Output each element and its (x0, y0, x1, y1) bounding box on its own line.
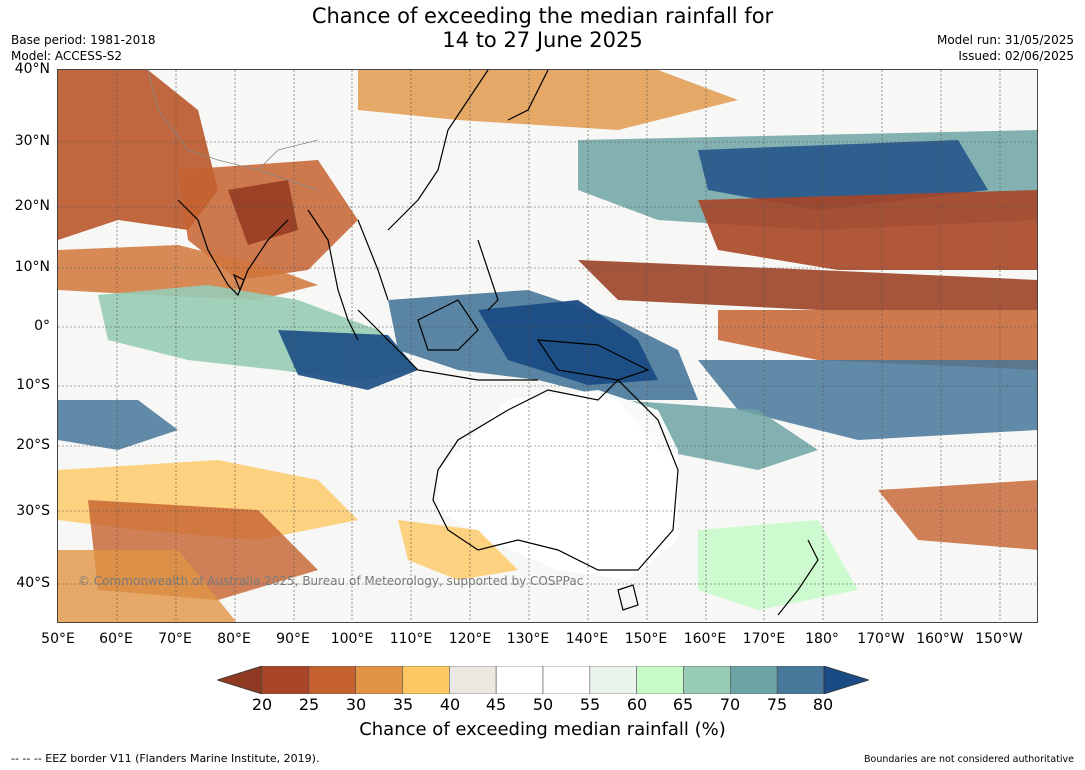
lat-label-20n: 20°N (14, 198, 50, 214)
title-line-1: Chance of exceeding the median rainfall … (311, 4, 774, 28)
colorbar-segment (449, 666, 497, 694)
colorbar-label: Chance of exceeding median rainfall (%) (359, 719, 726, 740)
colorbar-low-arrow (217, 666, 263, 694)
lon-label-50e: 50°E (41, 631, 75, 647)
issued-date: Issued: 02/06/2025 (958, 49, 1074, 63)
colorbar-tick: 45 (485, 695, 507, 714)
colorbar-segment (589, 666, 637, 694)
lon-label-130e: 130°E (506, 631, 550, 647)
base-period: Base period: 1981-2018 (11, 33, 156, 47)
lon-label-180: 180° (805, 631, 839, 647)
colorbar-segment (730, 666, 778, 694)
lat-label-20s: 20°S (16, 437, 50, 453)
colorbar-tick: 35 (392, 695, 414, 714)
model-name: Model: ACCESS-S2 (11, 49, 123, 63)
colorbar (217, 666, 869, 694)
colorbar-tick: 25 (298, 695, 320, 714)
colorbar-tick: 40 (439, 695, 461, 714)
lon-label-160e: 160°E (683, 631, 727, 647)
lat-label-30s: 30°S (16, 503, 50, 519)
colorbar-tick: 80 (812, 695, 834, 714)
chart-title: Chance of exceeding the median rainfall … (0, 4, 1085, 52)
colorbar-segment (636, 666, 684, 694)
colorbar-segment (261, 666, 310, 694)
colorbar-segment (402, 666, 450, 694)
lon-label-150w: 150°W (975, 631, 1023, 647)
colorbar-tick: 20 (251, 695, 273, 714)
model-run: Model run: 31/05/2025 (936, 33, 1074, 47)
colorbar-tick: 55 (579, 695, 601, 714)
colorbar-segment (542, 666, 591, 694)
title-line-2: 14 to 27 June 2025 (442, 28, 643, 52)
lon-label-170w: 170°W (857, 631, 905, 647)
colorbar-segment (495, 666, 544, 694)
colorbar-tick: 50 (532, 695, 554, 714)
colorbar-segment (683, 666, 731, 694)
map-svg (58, 70, 1037, 622)
lon-label-70e: 70°E (158, 631, 192, 647)
graticule (58, 70, 1037, 622)
lon-label-100e: 100°E (330, 631, 374, 647)
rainfall-map (57, 69, 1038, 623)
meta-left: Base period: 1981-2018 Model: ACCESS-S2 (11, 32, 156, 64)
lat-label-10n: 10°N (14, 259, 50, 275)
lon-label-140e: 140°E (565, 631, 609, 647)
lat-label-0: 0° (34, 318, 50, 334)
copyright-notice: © Commonwealth of Australia 2025, Bureau… (78, 574, 584, 588)
colorbar-tick: 30 (345, 695, 367, 714)
lon-label-60e: 60°E (99, 631, 133, 647)
meta-right: Model run: 31/05/2025 Issued: 02/06/2025 (937, 32, 1074, 64)
lon-label-150e: 150°E (624, 631, 668, 647)
colorbar-high-arrow (823, 666, 869, 694)
lat-label-40s: 40°S (16, 575, 50, 591)
colorbar-segment (308, 666, 356, 694)
lon-label-170e: 170°E (742, 631, 786, 647)
colorbar-segment (355, 666, 403, 694)
lon-label-90e: 90°E (276, 631, 310, 647)
lat-label-10s: 10°S (16, 377, 50, 393)
lat-label-30n: 30°N (14, 133, 50, 149)
country-borders (147, 70, 319, 191)
colorbar-segment (776, 666, 825, 694)
lon-label-110e: 110°E (389, 631, 433, 647)
eez-note: -- -- -- EEZ border V11 (Flanders Marine… (11, 752, 320, 765)
lat-label-40n: 40°N (14, 61, 50, 77)
lon-label-120e: 120°E (448, 631, 492, 647)
colorbar-tick: 65 (672, 695, 694, 714)
lon-label-160w: 160°W (916, 631, 964, 647)
coastlines (177, 70, 819, 616)
colorbar-tick: 70 (719, 695, 741, 714)
colorbar-tick: 60 (626, 695, 648, 714)
colorbar-tick: 75 (766, 695, 788, 714)
probability-fields (58, 70, 1037, 622)
boundaries-note: Boundaries are not considered authoritat… (864, 754, 1074, 765)
lon-label-80e: 80°E (217, 631, 251, 647)
